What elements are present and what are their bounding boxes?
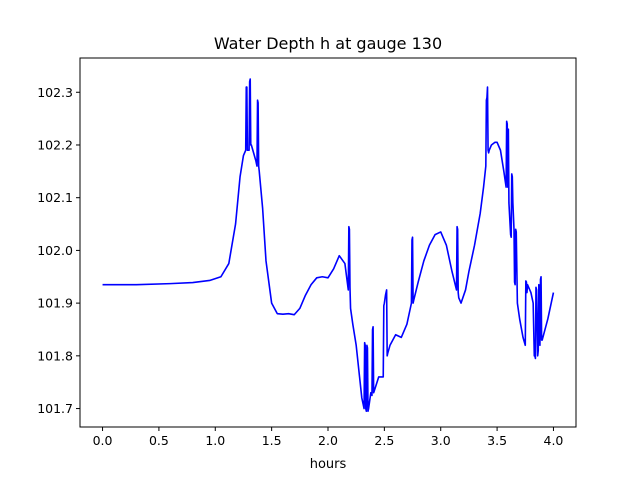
chart-title: Water Depth h at gauge 130 [214,34,442,53]
x-tick-label: 3.0 [431,433,451,448]
x-tick-label: 0.0 [93,433,113,448]
y-tick-label: 102.2 [37,137,73,152]
y-tick-label: 101.9 [37,296,73,311]
y-tick-label: 101.8 [37,348,73,363]
x-tick-label: 2.5 [374,433,394,448]
plot-area [80,58,576,427]
series-layer [102,78,555,412]
y-tick-label: 102.1 [37,190,73,205]
x-tick-label: 3.5 [487,433,507,448]
y-tick-label: 102.0 [37,243,73,258]
x-tick-label: 1.5 [262,433,282,448]
x-tick-label: 4.0 [544,433,564,448]
x-tick-label: 0.5 [149,433,169,448]
series-line-0 [102,78,555,412]
y-tick-label: 102.3 [37,85,73,100]
x-axis: 0.0 0.5 1.0 1.5 2.0 2.5 3.0 3.5 4.0 [93,427,564,448]
y-tick-label: 101.7 [37,401,73,416]
x-axis-label: hours [310,457,347,472]
x-tick-label: 1.0 [205,433,225,448]
x-tick-label: 2.0 [318,433,338,448]
y-axis: 101.7 101.8 101.9 102.0 102.1 102.2 102.3 [37,85,80,416]
